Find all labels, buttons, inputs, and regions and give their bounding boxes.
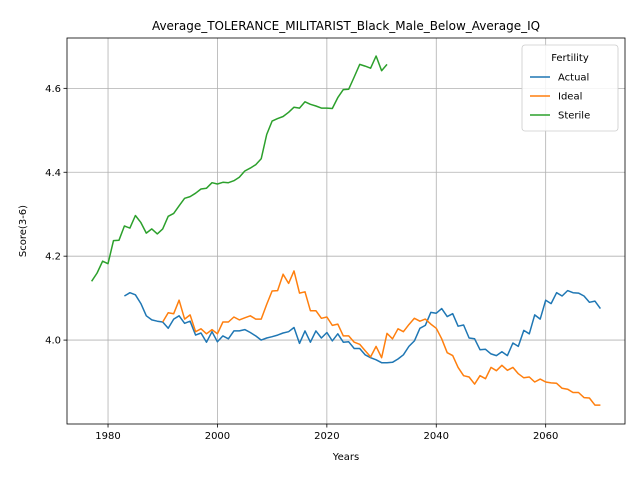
x-tick-label: 2040 — [424, 431, 449, 442]
grid — [67, 38, 625, 424]
legend-label-ideal: Ideal — [558, 92, 582, 103]
series-line-ideal — [162, 270, 601, 406]
plot-area-frame — [66, 37, 626, 425]
y-tick-label: 4.4 — [45, 168, 61, 179]
legend-items: Actual Ideal Sterile — [530, 73, 590, 122]
y-axis-label: Score(3-6) — [18, 205, 29, 257]
legend-box — [521, 44, 619, 132]
chart-title: Average_TOLERANCE_MILITARIST_Black_Male_… — [152, 19, 540, 33]
y-tick-label: 4.2 — [45, 252, 61, 263]
x-tick-label: 2020 — [314, 431, 339, 442]
legend-title: Fertility — [551, 53, 589, 64]
legend-label-actual: Actual — [558, 73, 589, 84]
y-tick-label: 4.0 — [45, 336, 61, 347]
series-lines — [90, 55, 602, 406]
x-axis-label: Years — [332, 452, 359, 463]
axis-ticks: 1980 2000 2020 2040 2060 4.0 4.2 4.4 4.6 — [45, 84, 558, 442]
series-line-sterile — [90, 55, 388, 282]
legend-label-sterile: Sterile — [558, 111, 590, 122]
x-tick-label: 2000 — [205, 431, 230, 442]
x-tick-label: 1980 — [95, 431, 120, 442]
legend: Fertility Actual Ideal Sterile — [521, 44, 619, 132]
series-line-actual — [124, 289, 602, 364]
y-tick-label: 4.6 — [45, 84, 61, 95]
x-tick-label: 2060 — [533, 431, 558, 442]
